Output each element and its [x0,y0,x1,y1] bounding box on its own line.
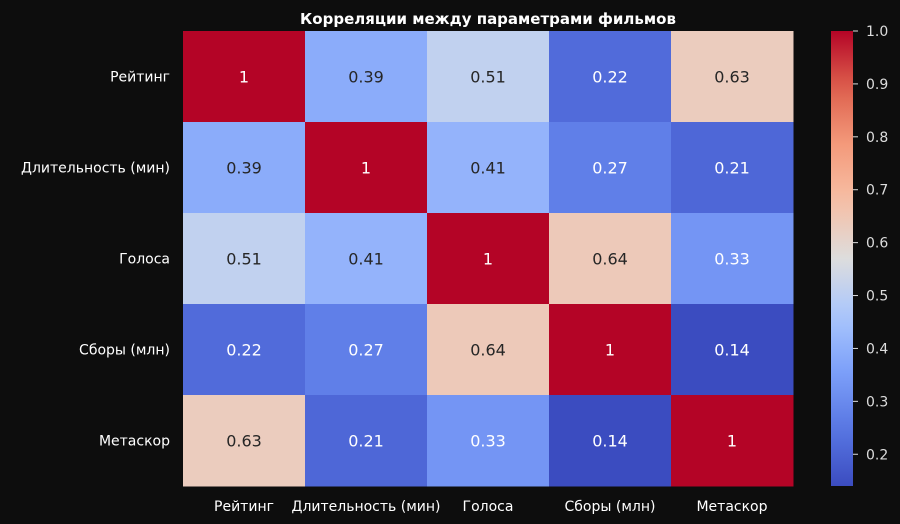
cell-value-label: 0.63 [226,432,262,451]
heatmap-cell [305,31,428,123]
cell-value-label: 0.27 [592,159,628,178]
cell-value-label: 0.63 [714,68,750,87]
cell-value-label: 0.14 [592,432,628,451]
heatmap-cell [183,304,306,396]
cell-value-label: 0.51 [470,68,506,87]
heatmap-cell [549,122,672,214]
heatmap-cell [427,395,550,487]
heatmap-cell [183,395,306,487]
heatmap-cell [305,395,428,487]
column-labels: Рейтинг Длительность (мин) Голоса Сборы (мл… [214,499,768,515]
heatmap-cell [671,304,794,396]
column-tick-label: Сборы (млн) [565,499,656,515]
heatmap-cell [183,122,306,214]
heatmap-cell [671,213,794,305]
heatmap-cell [427,31,550,123]
cell-value-label: 0.22 [592,68,628,87]
cell-value-label: 0.64 [470,341,506,360]
row-tick-label: Голоса [119,252,170,268]
colorbar-tick-label: 0.3 [866,394,888,410]
column-tick-label: Длительность (мин) [292,499,441,515]
cell-value-label: 1 [727,432,737,451]
colorbar-tick-label: 0.8 [866,130,888,146]
heatmap-cell [549,31,672,123]
heatmap-cell [305,122,428,214]
cell-value-label: 1 [361,159,371,178]
heatmap-cell [671,395,794,487]
chart-title: Корреляции между параметрами фильмов [300,10,676,28]
heatmap-cell [671,31,794,123]
heatmap-cell [305,213,428,305]
cell-value-label: 0.21 [348,432,384,451]
cell-value-label: 1 [239,68,249,87]
cell-value-label: 1 [605,341,615,360]
row-tick-label: Длительность (мин) [21,161,170,177]
row-tick-label: Метаскор [99,434,170,450]
column-tick-label: Рейтинг [214,499,274,515]
cell-value-label: 0.33 [714,250,750,269]
cell-value-label: 0.39 [348,68,384,87]
colorbar [831,31,853,486]
heatmap-cell [549,304,672,396]
heatmap-cell [183,213,306,305]
colorbar-tick-label: 0.5 [866,289,888,305]
heatmap-cell [427,304,550,396]
heatmap-cell [427,122,550,214]
colorbar-tick-label: 1.0 [866,24,888,40]
cell-value-label: 0.39 [226,159,262,178]
cell-value-label: 0.14 [714,341,750,360]
cell-value-label: 1 [483,250,493,269]
row-tick-label: Сборы (млн) [79,343,170,359]
colorbar-ticks: 0.2 0.3 0.4 0.5 0.6 0.7 0.8 0.9 1.0 [853,24,888,463]
cell-value-label: 0.41 [470,159,506,178]
row-labels: Рейтинг Длительность (мин) Голоса Сборы (мл… [21,70,170,450]
colorbar-tick-label: 0.7 [866,183,888,199]
colorbar-tick-label: 0.6 [866,236,888,252]
cell-value-label: 0.64 [592,250,628,269]
row-tick-label: Рейтинг [110,70,170,86]
cell-value-label: 0.21 [714,159,750,178]
heatmap-cells: 1 0.39 0.51 0.22 0.63 0.39 1 0.41 0.27 0.21 0.51 0.… [183,31,794,487]
heatmap-cell [305,304,428,396]
cell-value-label: 0.41 [348,250,384,269]
colorbar-tick-label: 0.4 [866,341,888,357]
heatmap-cell [549,213,672,305]
colorbar-tick-label: 0.9 [866,77,888,93]
cell-value-label: 0.33 [470,432,506,451]
colorbar-tick-label: 0.2 [866,447,888,463]
heatmap-cell [549,395,672,487]
column-tick-label: Голоса [463,499,514,515]
column-tick-label: Метаскор [696,499,767,515]
heatmap-cell [427,213,550,305]
cell-value-label: 0.51 [226,250,262,269]
cell-value-label: 0.27 [348,341,384,360]
cell-value-label: 0.22 [226,341,262,360]
heatmap-cell [671,122,794,214]
heatmap-cell [183,31,306,123]
